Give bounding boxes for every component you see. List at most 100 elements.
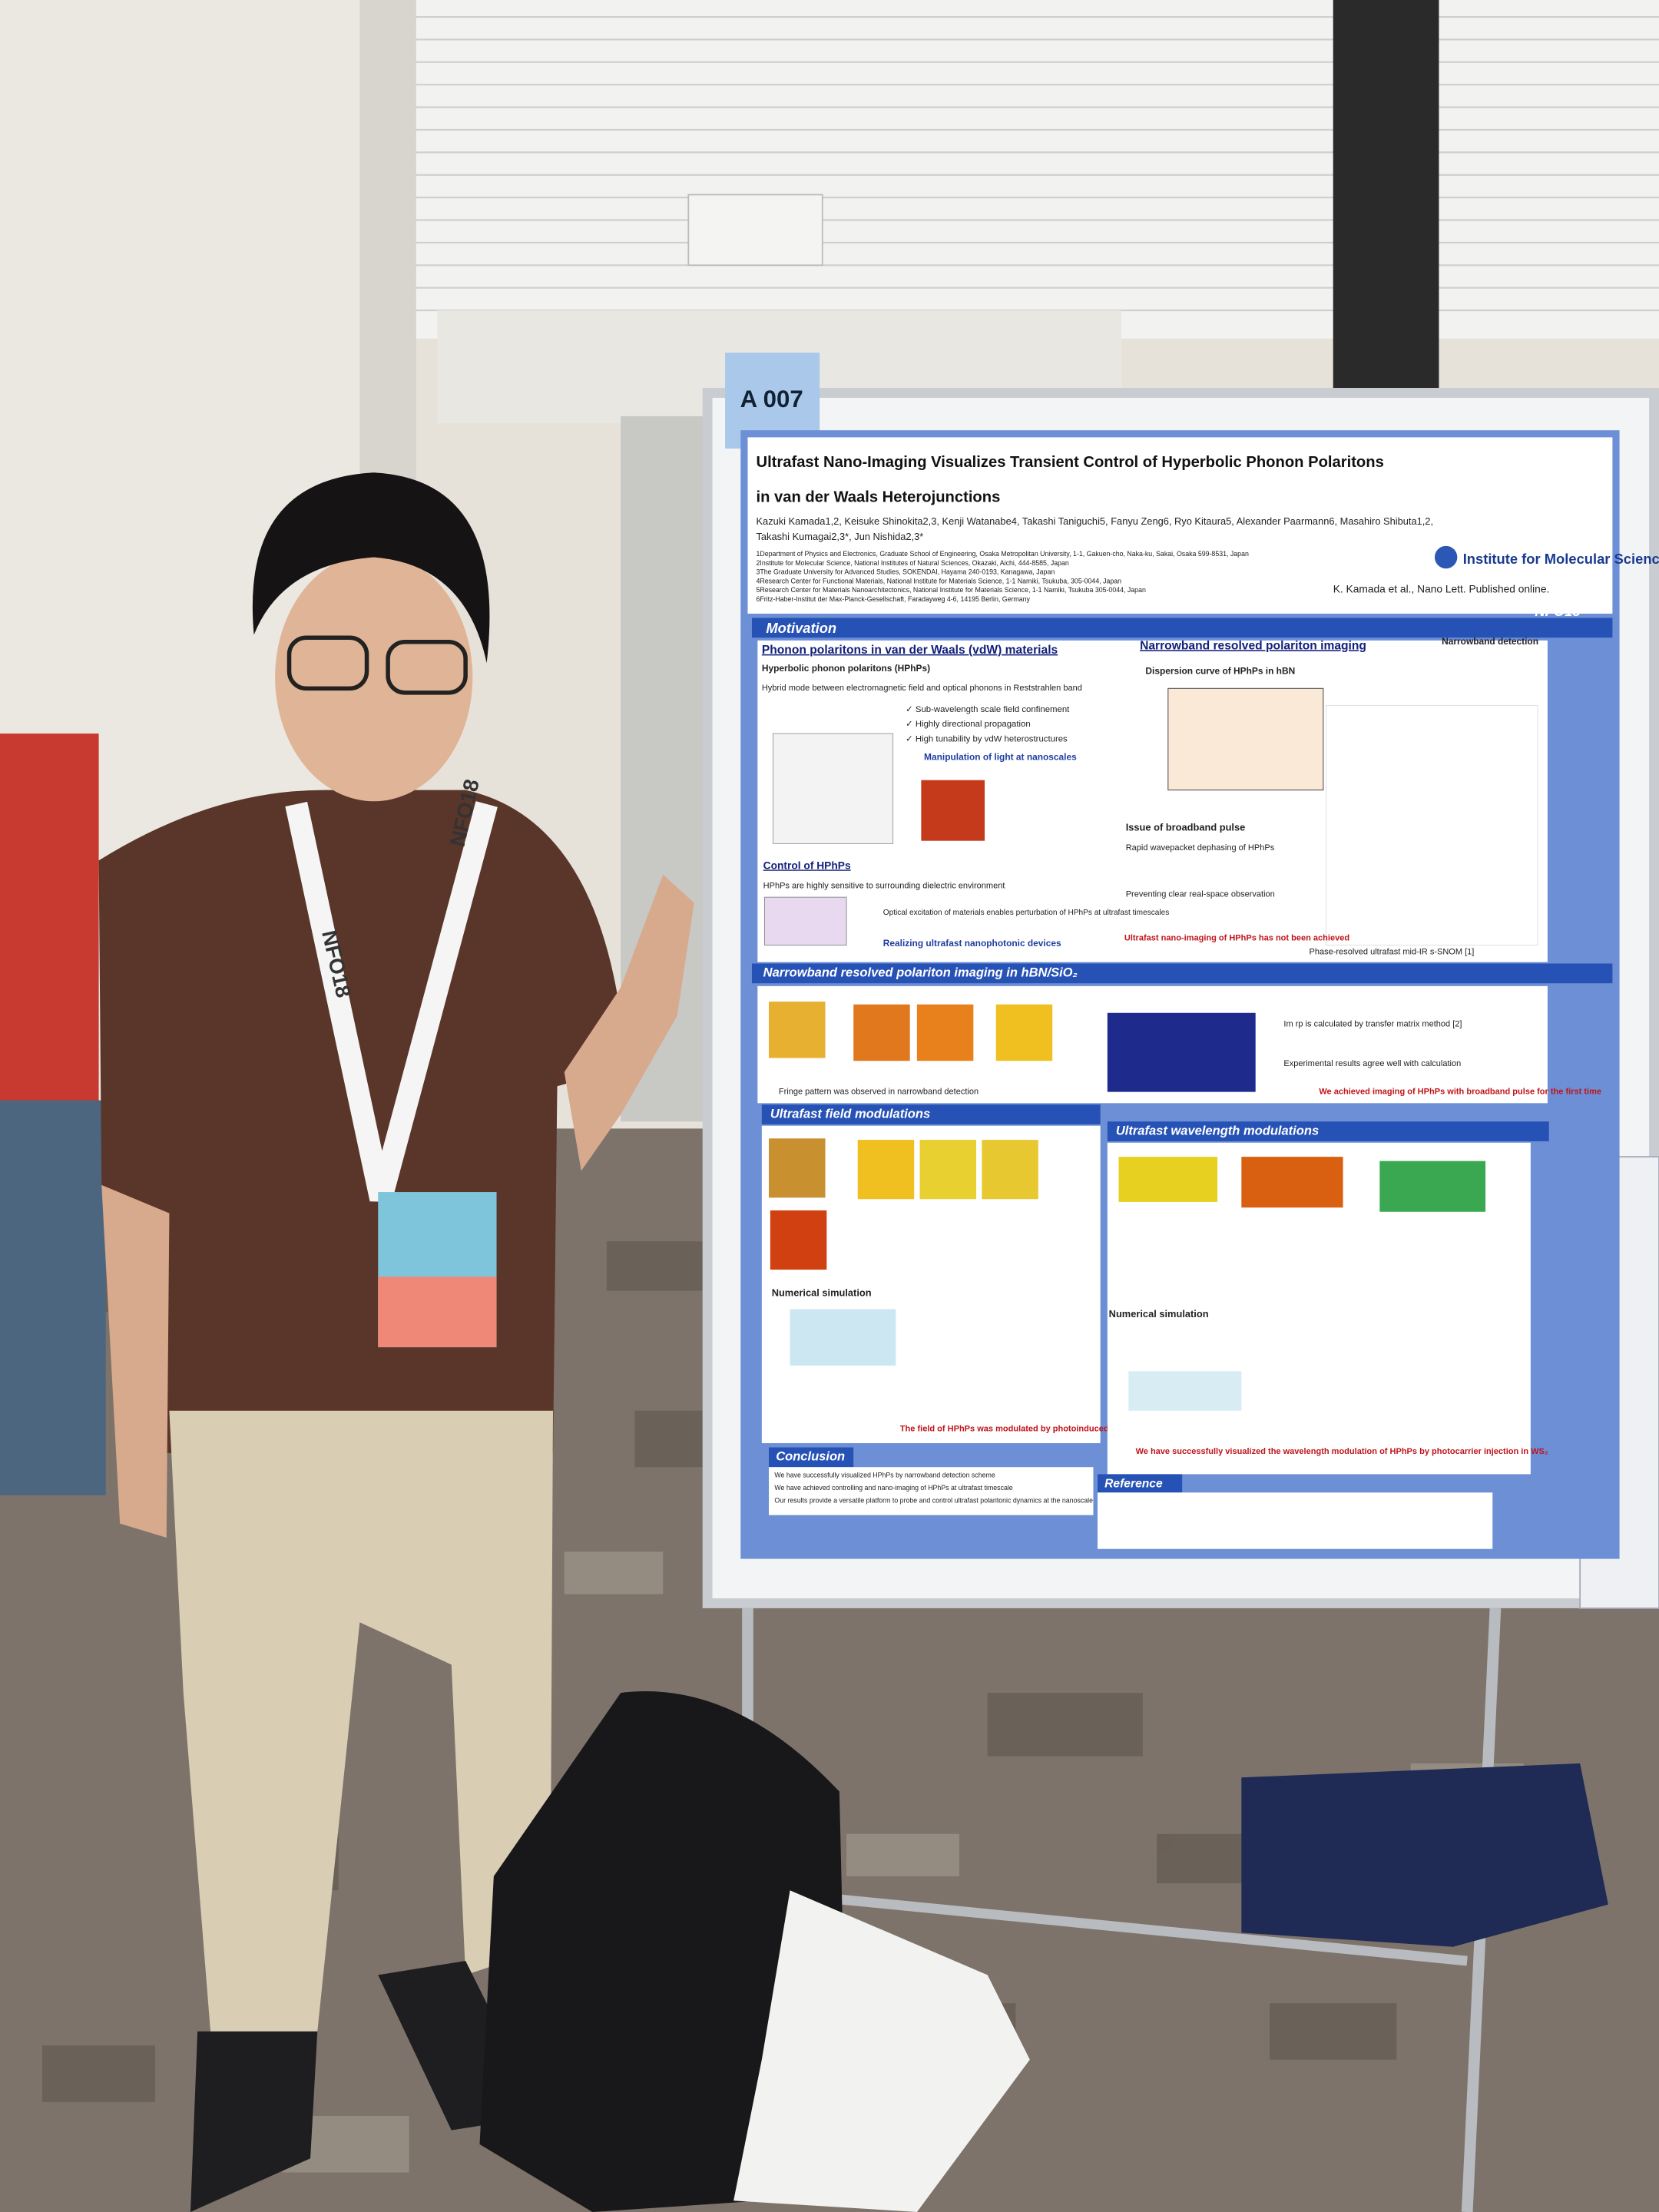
section-header: Reference	[1104, 1477, 1163, 1490]
figure	[769, 1002, 826, 1058]
text: Rapid wavepacket dephasing of HPhPs	[1126, 843, 1275, 853]
section-header: Motivation	[766, 620, 836, 636]
highlight: We have successfully visualized the wave…	[1136, 1447, 1548, 1456]
heading: Narrowband resolved polariton imaging	[1140, 639, 1366, 652]
text: Preventing clear real-space observation	[1126, 889, 1275, 899]
figure	[770, 1210, 827, 1270]
figure	[764, 896, 847, 946]
booth-label: A 007	[740, 386, 803, 412]
poster-title: in van der Waals Heterojunctions	[756, 489, 1000, 506]
reference-box	[1097, 1492, 1493, 1549]
text: HPhPs are highly sensitive to surroundin…	[763, 881, 1005, 890]
figure	[857, 1140, 915, 1200]
section-bar	[1107, 1121, 1549, 1141]
heading: Numerical simulation	[772, 1287, 872, 1299]
heading: Narrowband detection	[1442, 636, 1538, 647]
setup-diagram	[1326, 704, 1538, 946]
feature: ✓ Sub-wavelength scale field confinement	[906, 705, 1070, 714]
features: ✓ Sub-wavelength scale field confinement…	[906, 705, 1070, 744]
shoe	[190, 2031, 318, 2212]
figure	[995, 1004, 1053, 1061]
slat-lines	[409, 15, 1659, 312]
text: Optical excitation of materials enables …	[883, 909, 1170, 917]
conclusion-bullet: We have successfully visualized HPhPs by…	[774, 1472, 995, 1479]
affiliation: 5Research Center for Materials Nanoarchi…	[756, 586, 1145, 594]
bag	[1241, 1763, 1608, 1947]
conclusion-bullet: We have achieved controlling and nano-im…	[774, 1484, 1012, 1492]
authors: Takashi Kumagai2,3*, Jun Nishida2,3*	[756, 531, 923, 542]
conclusion-bullet: Our results provide a versatile platform…	[774, 1497, 1093, 1505]
highlight: Manipulation of light at nanoscales	[924, 751, 1077, 762]
poster-title: Ultrafast Nano-Imaging Visualizes Transi…	[756, 454, 1383, 471]
arm	[564, 874, 694, 1171]
figure	[1379, 1161, 1486, 1212]
conference: NFO18	[1535, 603, 1581, 619]
institute-name: Institute for Molecular Science	[1463, 551, 1659, 567]
tote-bag	[733, 1890, 1030, 2212]
pants	[169, 1410, 554, 2046]
person-jeans	[0, 1100, 106, 1495]
poster-header	[747, 437, 1613, 614]
caption: Phase-resolved ultrafast mid-IR s-SNOM […	[1309, 948, 1474, 957]
hair	[252, 472, 490, 664]
figure	[769, 1138, 826, 1198]
section-header: Ultrafast field modulations	[770, 1106, 930, 1121]
figure	[1118, 1157, 1218, 1202]
vent	[1333, 0, 1439, 389]
text: Im rp is calculated by transfer matrix m…	[1283, 1019, 1462, 1028]
affiliation: 4Research Center for Functional Material…	[756, 577, 1121, 584]
section-bar	[1097, 1474, 1183, 1493]
highlight: The field of HPhPs was modulated by phot…	[900, 1425, 1172, 1434]
figure	[790, 1309, 896, 1366]
heading: Hyperbolic phonon polaritons (HPhPs)	[762, 663, 930, 674]
affiliation: 1Department of Physics and Electronics, …	[756, 550, 1248, 558]
figure	[1241, 1157, 1343, 1208]
ceiling-slats	[409, 0, 1659, 339]
figure	[853, 1004, 910, 1061]
text: Fringe pattern was observed in narrowban…	[779, 1088, 979, 1097]
affiliation: 2Institute for Molecular Science, Nation…	[756, 559, 1068, 567]
feature: ✓ High tunability by vdW heterostructure…	[906, 734, 1068, 743]
institute-logo	[1434, 545, 1458, 569]
figure	[921, 780, 985, 841]
affiliations: 1Department of Physics and Electronics, …	[756, 550, 1248, 603]
heading: Phonon polaritons in van der Waals (vdW)…	[762, 644, 1058, 657]
exit-sign	[687, 194, 823, 267]
affiliation: 6Fritz-Haber-Institut der Max-Planck-Ges…	[756, 595, 1030, 603]
figure	[1107, 1012, 1256, 1092]
arm	[101, 1184, 170, 1538]
text: Experimental results agree well with cal…	[1283, 1059, 1461, 1068]
section-bar	[761, 1104, 1101, 1124]
section-header: Narrowband resolved polariton imaging in…	[763, 965, 1078, 980]
figure	[1167, 687, 1324, 791]
figure	[773, 733, 894, 844]
heading: Control of HPhPs	[763, 859, 851, 871]
feature: ✓ Highly directional propagation	[906, 720, 1031, 729]
board-bar	[747, 1885, 1468, 1966]
figure	[919, 1140, 977, 1200]
glasses	[286, 635, 369, 691]
text: Hybrid mode between electromagnetic fiel…	[762, 684, 1082, 693]
glasses	[386, 639, 468, 695]
conclusion-box	[769, 1467, 1094, 1515]
badge	[378, 1277, 497, 1348]
heading: Issue of broadband pulse	[1126, 822, 1246, 833]
authors: Kazuki Kamada1,2, Keisuke Shinokita2,3, …	[756, 515, 1433, 527]
section-bar	[769, 1447, 854, 1468]
section-bar	[751, 618, 1613, 638]
citation: K. Kamada et al., Nano Lett. Published o…	[1333, 583, 1550, 594]
highlight: Ultrafast nano-imaging of HPhPs has not …	[1124, 933, 1349, 942]
section-header: Ultrafast wavelength modulations	[1116, 1123, 1319, 1137]
figure	[1128, 1371, 1242, 1411]
person-red-shirt	[0, 733, 99, 1129]
figure	[982, 1140, 1038, 1200]
highlight: Realizing ultrafast nanophotonic devices	[883, 938, 1061, 949]
figure	[916, 1004, 974, 1061]
affiliation: 3The Graduate University for Advanced St…	[756, 568, 1055, 576]
highlight: We achieved imaging of HPhPs with broadb…	[1319, 1088, 1601, 1097]
conclusion-bullets: We have successfully visualized HPhPs by…	[774, 1472, 1093, 1505]
backpack	[479, 1691, 847, 2212]
heading: Dispersion curve of HPhPs in hBN	[1145, 665, 1295, 676]
